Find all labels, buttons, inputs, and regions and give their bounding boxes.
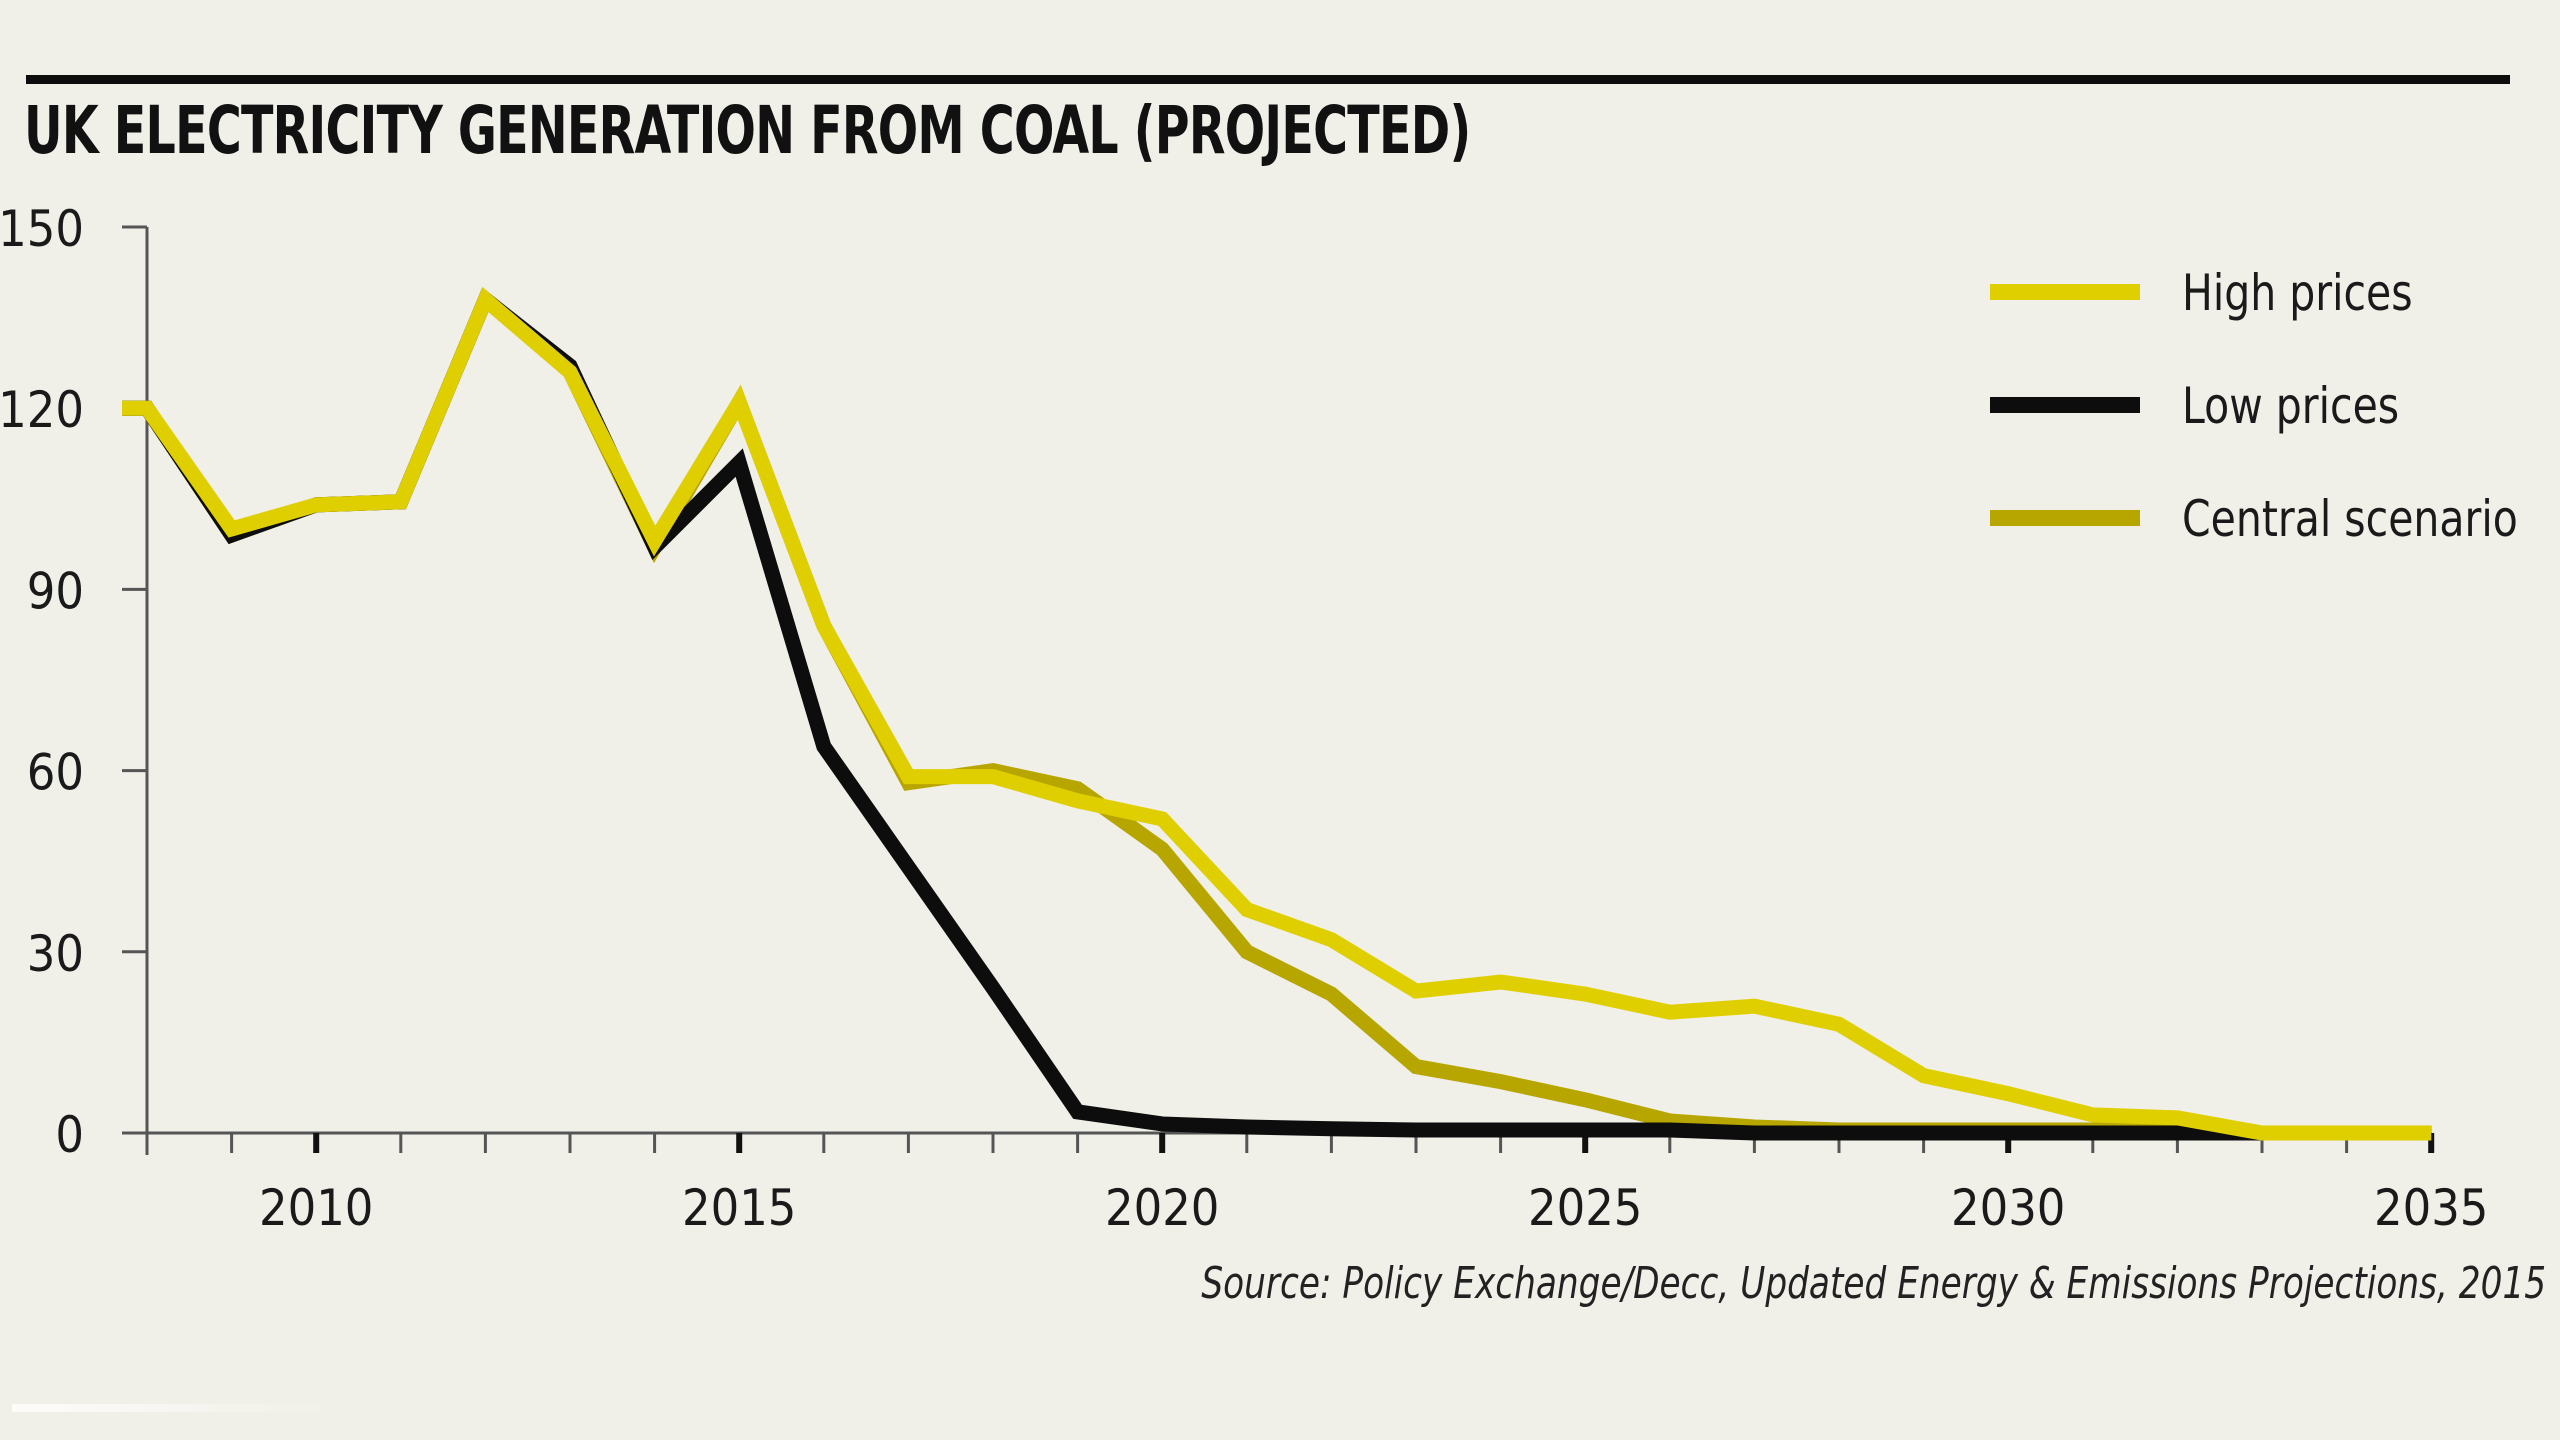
y-tick-label: 30 xyxy=(27,925,84,983)
y-tick-label: 60 xyxy=(27,744,84,802)
series-line-high-prices xyxy=(122,287,2432,1141)
chart-title: UK ELECTRICITY GENERATION FROM COAL (PRO… xyxy=(24,92,1471,169)
source-note: Source: Policy Exchange/Decc, Updated En… xyxy=(1201,1258,2546,1309)
x-tick-label: 2010 xyxy=(259,1179,373,1237)
axes: 0 30 60 90 120 150 2010 2015 2020 2025 2030 2035 xyxy=(0,200,2488,1237)
decorative-smudge xyxy=(12,1404,342,1412)
series-line-low-prices xyxy=(122,287,2432,1141)
y-tick-label: 150 xyxy=(0,200,84,258)
x-tick-label: 2015 xyxy=(682,1179,796,1237)
title-rule xyxy=(26,75,2510,84)
y-tick-label: 90 xyxy=(27,562,84,620)
series-layer xyxy=(122,287,2432,1141)
legend-label-high-prices: High prices xyxy=(2182,264,2413,322)
x-tick-label: 2030 xyxy=(1951,1179,2065,1237)
legend: High prices Low prices Central scenario xyxy=(1990,264,2518,548)
x-tick-label: 2035 xyxy=(2374,1179,2488,1237)
y-tick-label: 0 xyxy=(55,1106,84,1164)
series-line-central-scenario xyxy=(122,287,2432,1141)
y-tick-label: 120 xyxy=(0,381,84,439)
x-tick-label: 2025 xyxy=(1528,1179,1642,1237)
legend-label-low-prices: Low prices xyxy=(2182,377,2399,435)
legend-label-central-scenario: Central scenario xyxy=(2182,490,2518,548)
x-tick-label: 2020 xyxy=(1105,1179,1219,1237)
